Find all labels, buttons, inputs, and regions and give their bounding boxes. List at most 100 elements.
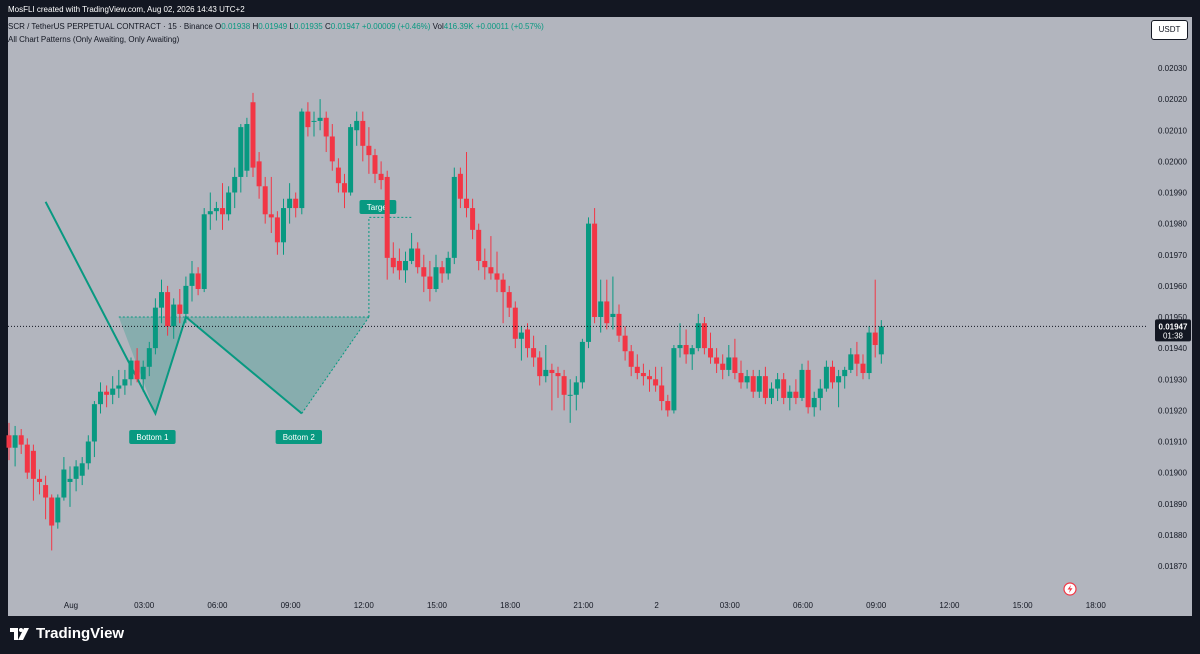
x-tick-label: 03:00 xyxy=(134,601,155,610)
candle-body xyxy=(805,369,811,408)
x-tick-label: 2 xyxy=(654,601,659,610)
y-tick-label: 0.01900 xyxy=(1158,469,1187,478)
candle-body xyxy=(146,348,152,367)
candle-body xyxy=(73,466,79,479)
indicator-legend[interactable]: All Chart Patterns (Only Awaiting, Only … xyxy=(8,35,180,44)
candle-body xyxy=(793,391,799,398)
bottom-2-label-box xyxy=(275,430,322,444)
candle-body xyxy=(470,208,476,230)
candle-body xyxy=(610,313,616,317)
candle-body xyxy=(543,369,549,377)
candle-body xyxy=(220,208,225,215)
candle-body xyxy=(177,304,183,314)
change-value: +0.00009 (+0.46%) xyxy=(361,22,431,31)
candle-body xyxy=(30,450,36,479)
candle-body xyxy=(457,173,463,199)
symbol-name[interactable]: SCR / TetherUS PERPETUAL CONTRACT · 15 ·… xyxy=(8,22,213,31)
candle-body xyxy=(24,444,30,473)
tradingview-logo[interactable]: TradingView xyxy=(10,625,124,642)
candle-body xyxy=(640,373,646,377)
high-value: 0.01949 xyxy=(258,22,288,31)
candle-body xyxy=(171,304,177,327)
candle-body xyxy=(67,478,73,482)
candle-body xyxy=(720,363,726,370)
candle-body xyxy=(195,273,201,289)
candle-body xyxy=(616,313,622,336)
candle-body xyxy=(37,478,42,482)
y-tick-label: 0.01990 xyxy=(1158,189,1187,198)
candle-body xyxy=(732,357,738,374)
x-tick-label: 12:00 xyxy=(354,601,375,610)
candle-body xyxy=(744,376,750,383)
y-tick-label: 0.01960 xyxy=(1158,282,1187,291)
x-tick-label: 06:00 xyxy=(207,601,228,610)
candle-body xyxy=(110,388,116,395)
candle-body xyxy=(433,267,439,289)
candle-body xyxy=(842,369,848,377)
candle-body xyxy=(360,120,366,146)
candle-body xyxy=(122,379,128,386)
candle-body xyxy=(671,348,677,411)
x-tick-label: 15:00 xyxy=(427,601,448,610)
x-tick-label: 06:00 xyxy=(793,601,814,610)
bottom-1-label-box xyxy=(129,430,176,444)
candle-body xyxy=(427,276,433,289)
y-tick-label: 0.01910 xyxy=(1158,438,1187,447)
y-tick-label: 0.01930 xyxy=(1158,375,1187,384)
open-value: 0.01938 xyxy=(221,22,251,31)
candle-body xyxy=(323,117,329,137)
candle-body xyxy=(415,248,421,268)
candle-body xyxy=(189,273,195,286)
candle-body xyxy=(872,332,878,346)
lightning-icon[interactable] xyxy=(1063,582,1077,596)
candle-body xyxy=(708,348,713,358)
vol-label: Vol xyxy=(432,22,444,31)
x-tick-label: 09:00 xyxy=(866,601,887,610)
currency-button[interactable]: USDT xyxy=(1151,20,1188,40)
high-label: H xyxy=(252,22,259,31)
candle-body xyxy=(634,366,640,374)
candle-body xyxy=(494,273,500,280)
x-axis-labels: Aug 03:00 06:00 09:00 12:00 15:00 18:00 21:00 2 0… xyxy=(64,601,1106,610)
vol-value: 416.39K xyxy=(443,22,474,31)
x-tick-label: 15:00 xyxy=(1013,601,1034,610)
close-label: C xyxy=(324,22,331,31)
candle-body xyxy=(500,279,506,293)
candle-body xyxy=(238,127,244,177)
x-tick-label: 09:00 xyxy=(281,601,302,610)
bottom-1-label: Bottom 1 xyxy=(136,433,169,442)
candle-body xyxy=(604,301,610,324)
candle-body xyxy=(799,369,805,398)
candle-body xyxy=(854,354,860,364)
y-tick-label: 0.02000 xyxy=(1158,157,1187,166)
target-line xyxy=(368,216,412,317)
candle-body xyxy=(250,102,256,168)
candle-body xyxy=(598,301,604,317)
brand-name: TradingView xyxy=(36,625,125,642)
y-tick-label: 0.01970 xyxy=(1158,251,1187,260)
candle-body xyxy=(55,497,61,523)
open-label: O xyxy=(215,22,222,31)
low-label: L xyxy=(289,22,294,31)
candle-body xyxy=(586,223,591,342)
candle-body xyxy=(518,332,524,339)
candle-body xyxy=(396,260,402,271)
author-line: MosFLI created with TradingView.com, Aug… xyxy=(8,5,245,14)
y-tick-label: 0.02010 xyxy=(1158,126,1187,135)
target-label: Target xyxy=(367,203,390,212)
candle-body xyxy=(451,176,457,258)
candle-body xyxy=(549,369,555,374)
candle-body xyxy=(372,155,378,174)
close-value: 0.01947 xyxy=(330,22,360,31)
candle-body xyxy=(512,307,518,339)
y-tick-label: 0.01870 xyxy=(1158,562,1187,571)
pattern-line xyxy=(44,201,303,417)
candle-body xyxy=(592,223,598,317)
x-tick-label: 18:00 xyxy=(1086,601,1107,610)
candle-body xyxy=(281,208,286,243)
candle-body xyxy=(159,292,164,308)
y-axis-labels: 0.01870 0.01880 0.01890 0.01900 0.01910 0.019… xyxy=(1158,64,1187,571)
candle-body xyxy=(647,376,652,380)
candle-body xyxy=(232,176,238,193)
